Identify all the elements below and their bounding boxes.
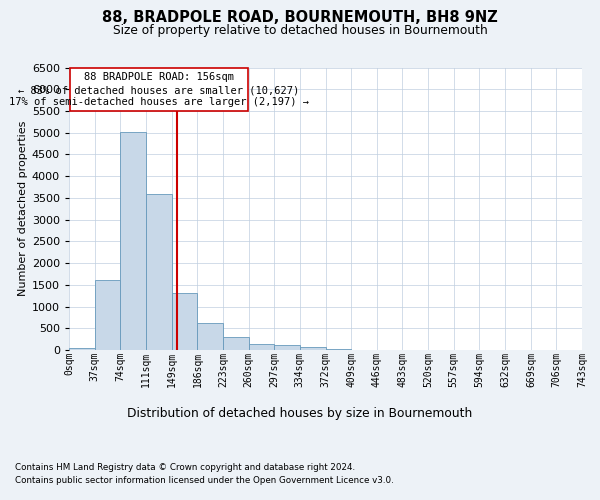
Text: Contains public sector information licensed under the Open Government Licence v3: Contains public sector information licen… (15, 476, 394, 485)
Bar (172, 293, 197, 350)
Bar (223, 338, 248, 350)
Bar (274, 345, 299, 350)
Text: 88 BRADPOLE ROAD: 156sqm: 88 BRADPOLE ROAD: 156sqm (84, 72, 234, 82)
Bar (146, 194, 172, 350)
Bar (120, 132, 146, 350)
Y-axis label: Number of detached properties: Number of detached properties (17, 121, 28, 296)
Bar (248, 344, 274, 350)
Bar (326, 348, 352, 350)
Text: ← 83% of detached houses are smaller (10,627): ← 83% of detached houses are smaller (10… (18, 86, 299, 96)
Text: 88, BRADPOLE ROAD, BOURNEMOUTH, BH8 9NZ: 88, BRADPOLE ROAD, BOURNEMOUTH, BH8 9NZ (102, 10, 498, 25)
FancyBboxPatch shape (70, 68, 248, 111)
Text: Contains HM Land Registry data © Crown copyright and database right 2024.: Contains HM Land Registry data © Crown c… (15, 462, 355, 471)
Bar (95, 280, 120, 350)
Text: 17% of semi-detached houses are larger (2,197) →: 17% of semi-detached houses are larger (… (9, 98, 309, 108)
Bar (197, 324, 223, 350)
Bar (69, 348, 95, 350)
Bar (299, 347, 326, 350)
Text: Size of property relative to detached houses in Bournemouth: Size of property relative to detached ho… (113, 24, 487, 37)
Text: Distribution of detached houses by size in Bournemouth: Distribution of detached houses by size … (127, 408, 473, 420)
